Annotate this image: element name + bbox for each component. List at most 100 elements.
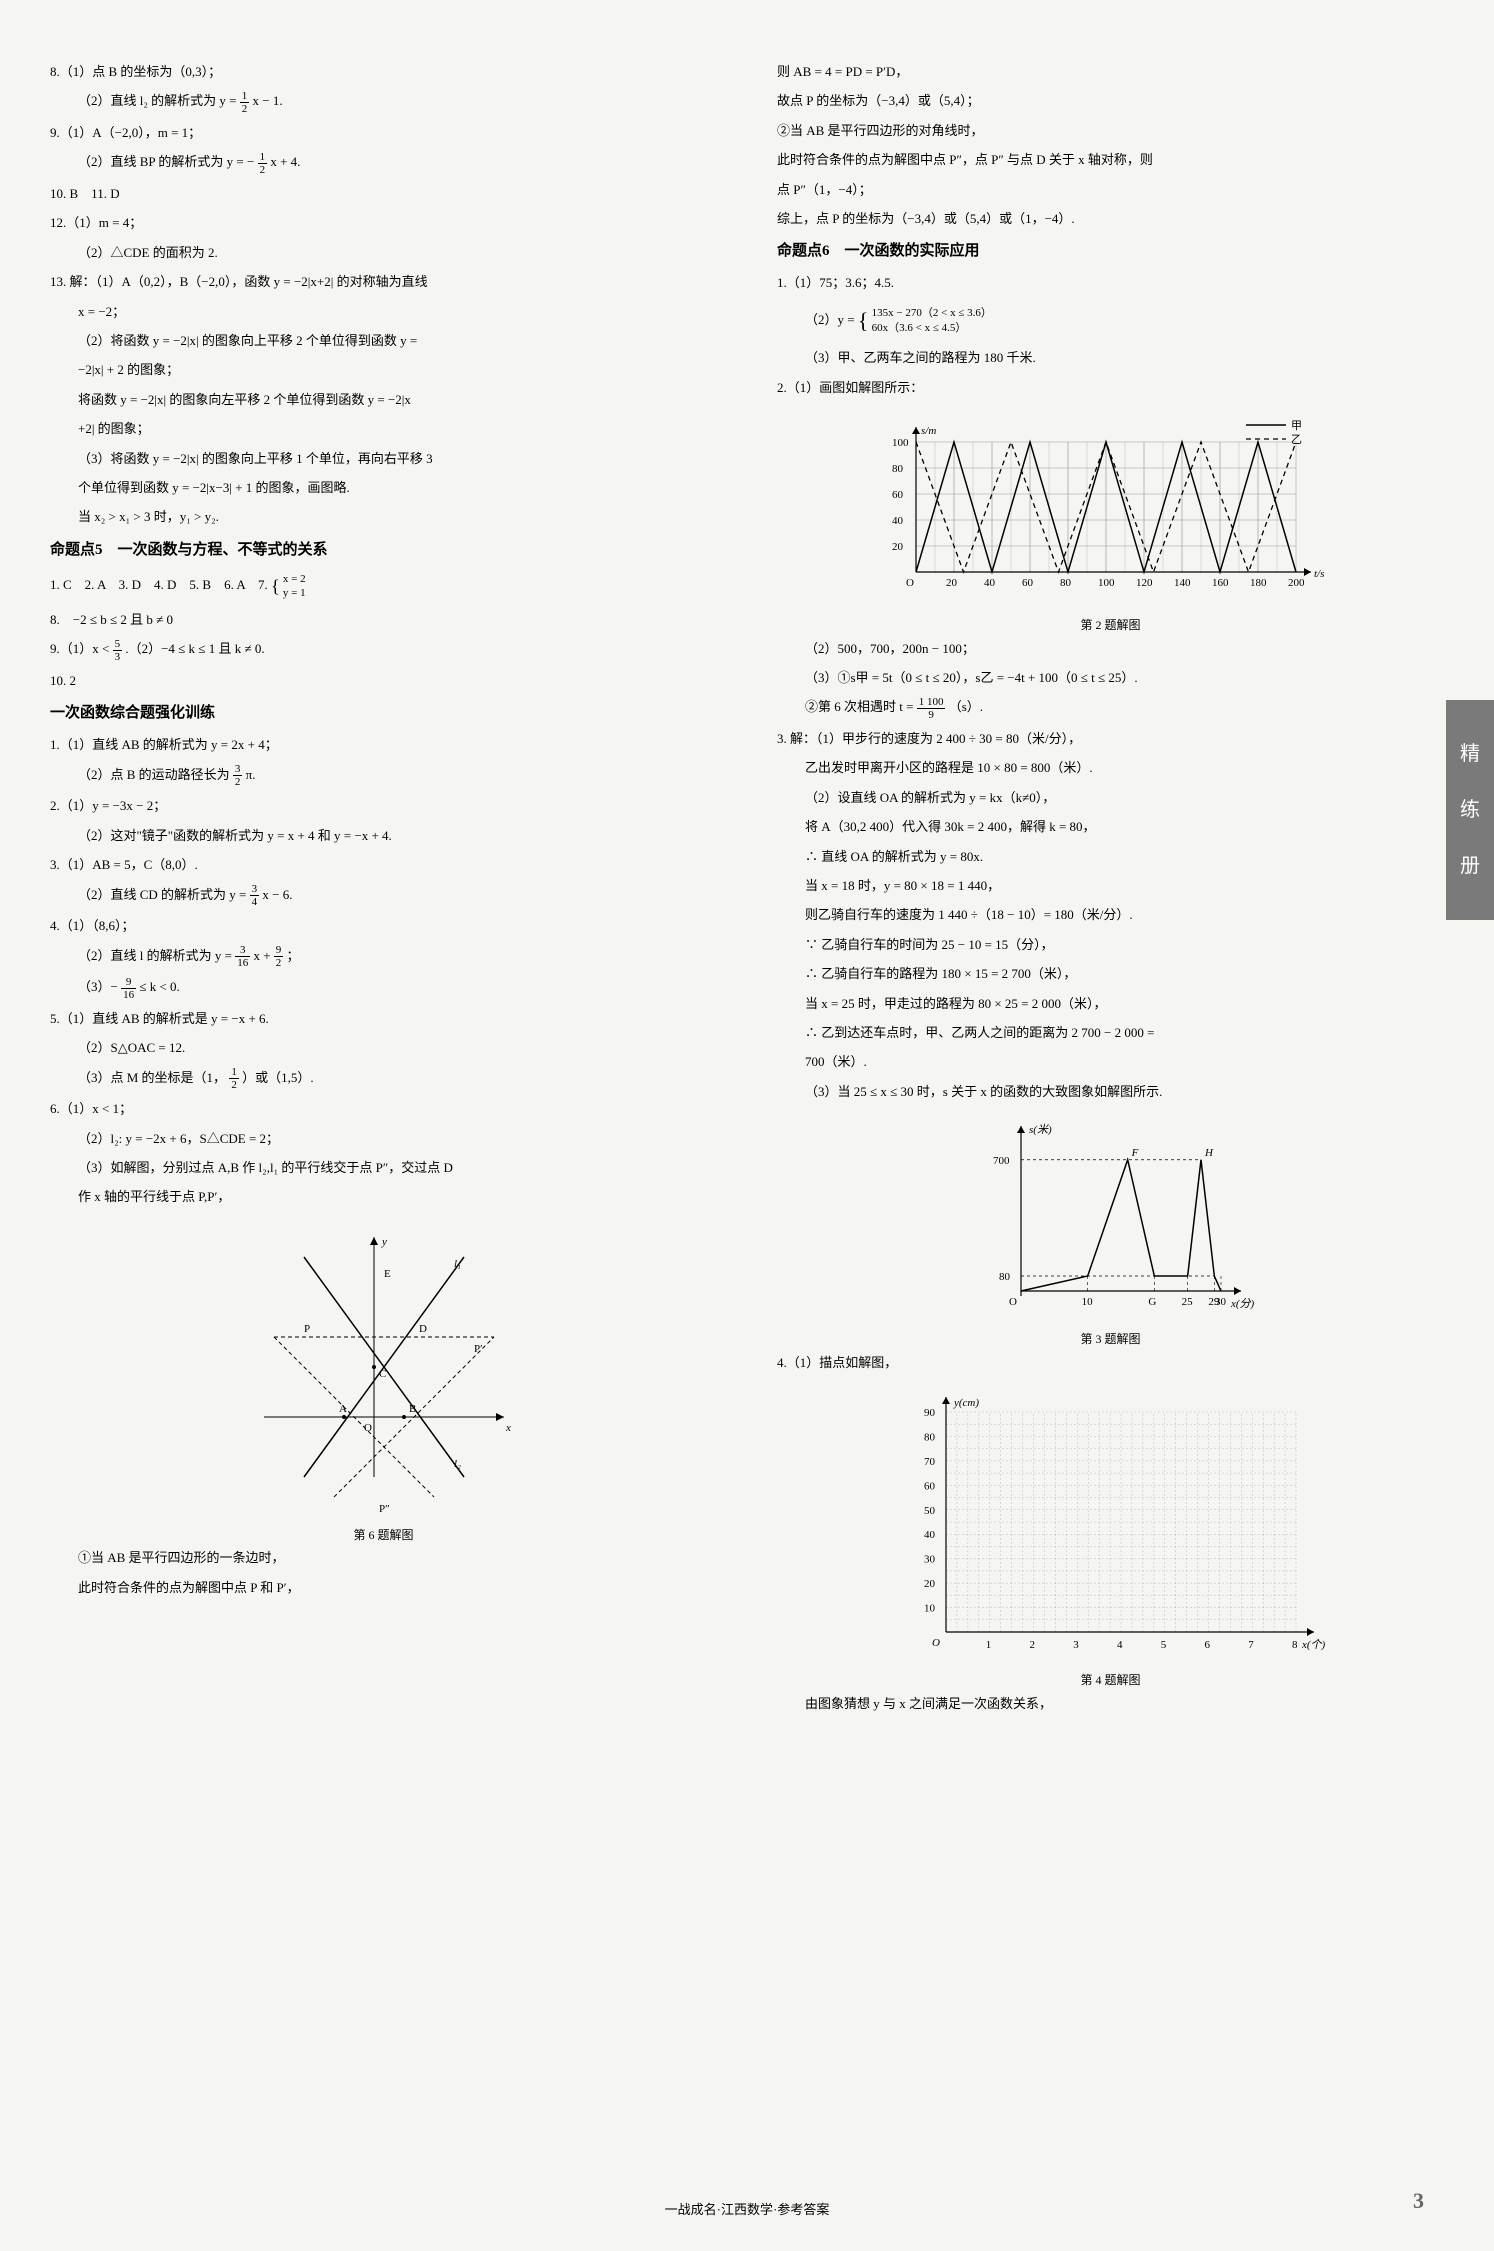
s5-3: （3）点 M 的坐标是（1， 12 ）或（1,5）.	[50, 1066, 717, 1092]
r3: ②当 AB 是平行四边形的对角线时，	[777, 119, 1444, 142]
fig3-caption: 第 3 题解图	[777, 1329, 1444, 1351]
svg-text:60: 60	[892, 489, 904, 501]
svg-text:P: P	[304, 1323, 310, 1335]
sec5-8: 8. −2 ≤ b ≤ 2 且 b ≠ 0	[50, 608, 717, 631]
svg-text:x: x	[505, 1422, 511, 1434]
q13-2b: −2|x| + 2 的图象；	[50, 358, 717, 381]
p1-1: 1.（1）75；3.6；4.5.	[777, 271, 1444, 294]
q13-2c: 将函数 y = −2|x| 的图象向左平移 2 个单位得到函数 y = −2|x	[50, 388, 717, 411]
s6-3a: （3）如解图，分别过点 A,B 作 l₂,l₁ 的平行线交于点 P″，交过点 D	[50, 1156, 717, 1179]
p4-2: 由图象猜想 y 与 x 之间满足一次函数关系，	[777, 1692, 1444, 1715]
fig4-caption: 第 4 题解图	[777, 1670, 1444, 1692]
svg-text:60: 60	[1022, 577, 1034, 589]
svg-text:20: 20	[924, 1578, 936, 1590]
sec5-answers: 1. C 2. A 3. D 4. D 5. B 6. A 7. { x = 2…	[50, 570, 717, 602]
svg-text:120: 120	[1136, 577, 1153, 589]
s4-3: （3）− 916 ≤ k < 0.	[50, 975, 717, 1001]
svg-text:F: F	[1130, 1147, 1138, 1159]
r1: 则 AB = 4 = PD = P′D，	[777, 60, 1444, 83]
s6-4b: 此时符合条件的点为解图中点 P 和 P′，	[50, 1576, 717, 1599]
s6-4a: ①当 AB 是平行四边形的一条边时，	[50, 1546, 717, 1569]
p2-1: 2.（1）画图如解图所示：	[777, 376, 1444, 399]
q13-2d: +2| 的图象；	[50, 417, 717, 440]
q9-1: 9.（1）A（−2,0），m = 1；	[50, 121, 717, 144]
p3-2h: 当 x = 25 时，甲走过的路程为 80 × 25 = 2 000（米），	[777, 992, 1444, 1015]
page-number: 3	[1413, 2181, 1424, 2221]
svg-text:10: 10	[924, 1603, 936, 1615]
r5: 点 P″（1，−4）；	[777, 178, 1444, 201]
svg-text:t/s: t/s	[1314, 568, 1324, 580]
svg-text:O: O	[906, 577, 914, 589]
s3-2: （2）直线 CD 的解析式为 y = 34 x − 6.	[50, 883, 717, 909]
svg-text:6: 6	[1204, 1639, 1210, 1651]
svg-text:2: 2	[1029, 1639, 1035, 1651]
p3-1: 3. 解：（1）甲步行的速度为 2 400 ÷ 30 = 80（米/分），	[777, 727, 1444, 750]
svg-text:l₁: l₁	[454, 1258, 461, 1270]
footer-text: 一战成名·江西数学·参考答案	[0, 2198, 1494, 2221]
q13-3a: （3）将函数 y = −2|x| 的图象向上平移 1 个单位，再向右平移 3	[50, 447, 717, 470]
strength-title: 一次函数综合题强化训练	[50, 700, 717, 727]
p2-3a: （3）①s甲 = 5t（0 ≤ t ≤ 20），s乙 = −4t + 100（0…	[777, 666, 1444, 689]
chart-3: Os(米)x(分)7008010G252930FH	[961, 1111, 1261, 1321]
svg-text:7: 7	[1248, 1639, 1254, 1651]
svg-text:700: 700	[993, 1155, 1010, 1167]
svg-text:1: 1	[985, 1639, 991, 1651]
svg-text:80: 80	[999, 1271, 1011, 1283]
svg-text:s(米): s(米)	[1029, 1123, 1052, 1136]
fig2-caption: 第 2 题解图	[777, 615, 1444, 637]
svg-text:8: 8	[1292, 1639, 1298, 1651]
s5-1: 5.（1）直线 AB 的解析式是 y = −x + 6.	[50, 1007, 717, 1030]
chart-2: 2040608010012014016018020020406080100Os/…	[861, 407, 1361, 607]
chart-4: 12345678102030405060708090Oy(cm)x(个)	[891, 1382, 1331, 1662]
svg-text:25: 25	[1181, 1296, 1193, 1308]
s5-2: （2）S△OAC = 12.	[50, 1036, 717, 1059]
svg-text:200: 200	[1288, 577, 1305, 589]
q13-1b: x = −2；	[50, 300, 717, 323]
p3-1b: 乙出发时甲离开小区的路程是 10 × 80 = 800（米）.	[777, 756, 1444, 779]
svg-text:D: D	[419, 1323, 427, 1335]
p3-2j: 700（米）.	[777, 1050, 1444, 1073]
s4-2: （2）直线 l 的解析式为 y = 316 x + 92 ；	[50, 944, 717, 970]
svg-text:s/m: s/m	[921, 425, 936, 437]
p3-2f: ∵ 乙骑自行车的时间为 25 − 10 = 15（分），	[777, 933, 1444, 956]
svg-text:C: C	[379, 1368, 386, 1380]
p1-3: （3）甲、乙两车之间的路程为 180 千米.	[777, 346, 1444, 369]
svg-text:乙: 乙	[1291, 433, 1302, 446]
svg-text:4: 4	[1117, 1639, 1123, 1651]
p3-3: （3）当 25 ≤ x ≤ 30 时，s 关于 x 的函数的大致图象如解图所示.	[777, 1080, 1444, 1103]
svg-text:G: G	[1148, 1296, 1156, 1308]
svg-text:5: 5	[1160, 1639, 1166, 1651]
q12-2: （2）△CDE 的面积为 2.	[50, 241, 717, 264]
q8-2: （2）直线 l₂ 的解析式为 y = 12 x − 1.	[50, 89, 717, 115]
svg-text:B: B	[409, 1403, 416, 1415]
svg-text:O: O	[932, 1637, 940, 1649]
figure-6: x y O l₁ l₂ E P D P′ C A B P″	[244, 1217, 524, 1517]
q13-1: 13. 解：（1）A（0,2），B（−2,0），函数 y = −2|x+2| 的…	[50, 270, 717, 293]
svg-text:100: 100	[892, 437, 909, 449]
sidebar-tab: 精 练 册	[1446, 700, 1494, 920]
svg-text:100: 100	[1098, 577, 1115, 589]
svg-text:y(cm): y(cm)	[953, 1397, 979, 1409]
q13-3c: 当 x₂ > x₁ > 3 时，y₁ > y₂.	[50, 505, 717, 528]
p1-2: （2）y = { 135x − 270（2 < x ≤ 3.6） 60x（3.6…	[777, 301, 1444, 341]
sec5-10: 10. 2	[50, 669, 717, 692]
p3-2i: ∴ 乙到达还车点时，甲、乙两人之间的距离为 2 700 − 2 000 =	[777, 1021, 1444, 1044]
s1-2: （2）点 B 的运动路径长为 32 π.	[50, 763, 717, 789]
s6-2: （2）l₂: y = −2x + 6，S△CDE = 2；	[50, 1127, 717, 1150]
p3-2a: （2）设直线 OA 的解析式为 y = kx（k≠0），	[777, 786, 1444, 809]
s2-1: 2.（1）y = −3x − 2；	[50, 794, 717, 817]
s3-1: 3.（1）AB = 5，C（8,0）.	[50, 853, 717, 876]
svg-text:E: E	[384, 1268, 391, 1280]
svg-text:70: 70	[924, 1456, 936, 1468]
p2-3b: ②第 6 次相遇时 t = 1 1009 （s）.	[777, 695, 1444, 721]
page-content: 8.（1）点 B 的坐标为（0,3）； （2）直线 l₂ 的解析式为 y = 1…	[0, 0, 1494, 1761]
p3-2e: 则乙骑自行车的速度为 1 440 ÷（18 − 10）= 180（米/分）.	[777, 903, 1444, 926]
p3-2c: ∴ 直线 OA 的解析式为 y = 80x.	[777, 845, 1444, 868]
s1-1: 1.（1）直线 AB 的解析式为 y = 2x + 4；	[50, 733, 717, 756]
svg-text:20: 20	[946, 577, 958, 589]
sec5-9: 9.（1）x < 53 .（2）−4 ≤ k ≤ 1 且 k ≠ 0.	[50, 637, 717, 663]
svg-text:y: y	[381, 1236, 387, 1248]
svg-text:160: 160	[1212, 577, 1229, 589]
svg-text:30: 30	[1215, 1296, 1227, 1308]
svg-text:x(个): x(个)	[1301, 1638, 1326, 1651]
